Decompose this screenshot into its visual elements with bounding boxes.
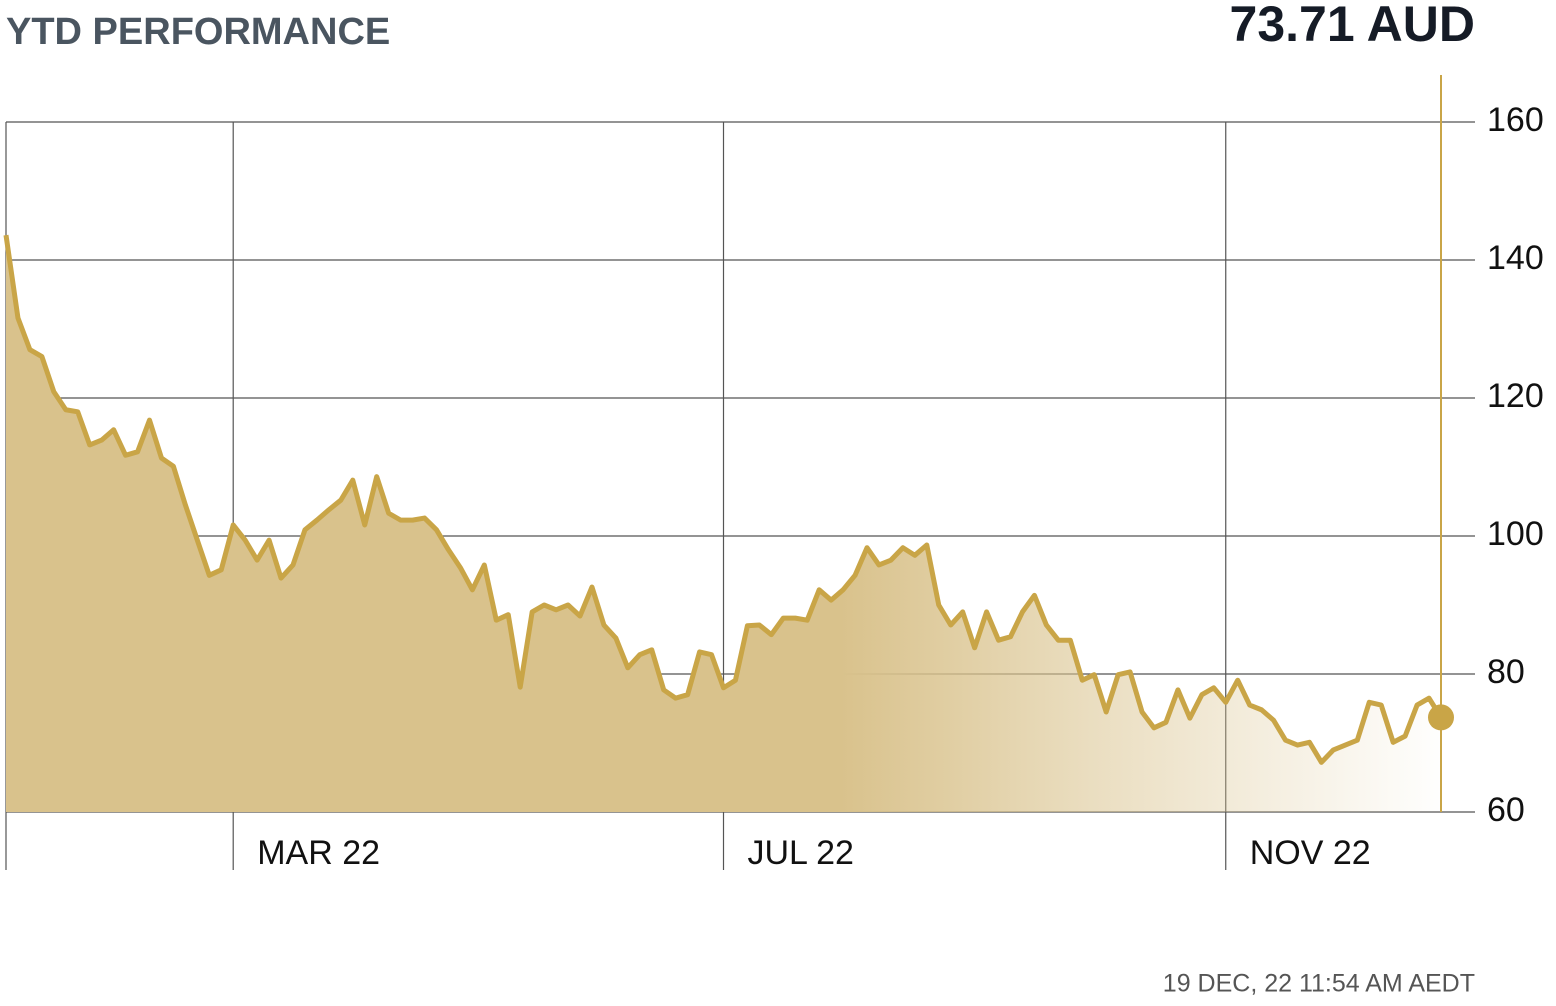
y-tick-label: 160 [1487, 101, 1544, 139]
x-tick-label: JUL 22 [748, 834, 854, 872]
x-tick-label: MAR 22 [257, 834, 380, 872]
chart-title: YTD PERFORMANCE [6, 11, 390, 53]
y-tick-label: 140 [1487, 239, 1544, 277]
current-price: 73.71 AUD [1230, 0, 1475, 52]
area-fill [6, 235, 1441, 812]
y-tick-label: 60 [1487, 791, 1525, 829]
timestamp: 19 DEC, 22 11:54 AM AEDT [1163, 970, 1475, 998]
y-tick-label: 80 [1487, 653, 1525, 691]
price-line [3, 234, 1444, 765]
y-tick-label: 120 [1487, 377, 1544, 415]
y-tick-label: 100 [1487, 515, 1544, 553]
x-tick-label: NOV 22 [1250, 834, 1371, 872]
current-point [1428, 704, 1454, 731]
